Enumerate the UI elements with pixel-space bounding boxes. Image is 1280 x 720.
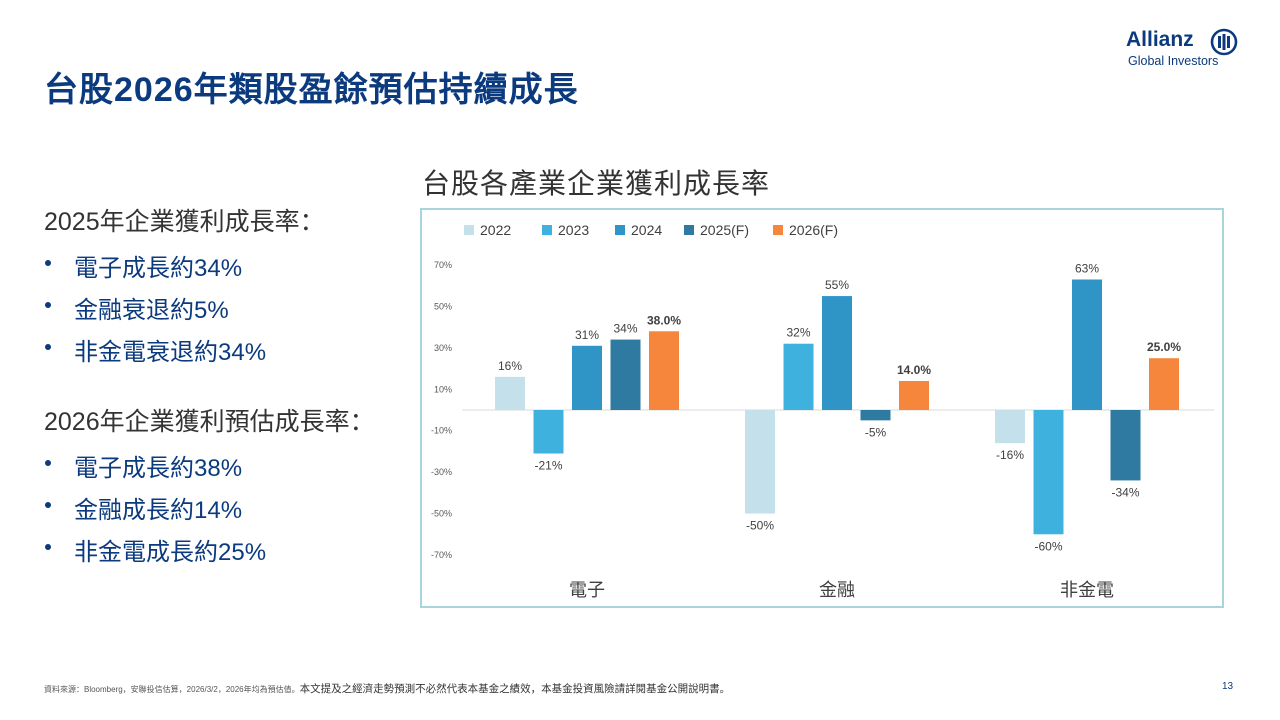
bar-chart: 70% 50% 30% 10% -10% -30% -50% -70% 16% -50% -16% -… [431, 222, 1214, 600]
data-label: 34% [613, 322, 637, 336]
legend-label: 2023 [558, 222, 589, 238]
summary-list-2025: 電子成長約34% 金融衰退約5% 非金電衰退約34% [44, 248, 414, 374]
bar [860, 410, 891, 421]
bar [745, 410, 775, 514]
chart-frame: 70% 50% 30% 10% -10% -30% -50% -70% 16% -50% -16% -… [420, 208, 1224, 608]
list-item: 金融成長約14% [44, 490, 414, 532]
summary-heading-2025: 2025年企業獲利成長率： [44, 208, 325, 236]
footer-disclaimer: 本文提及之經濟走勢預測不必然代表本基金之績效，本基金投資風險請詳閱基金公開說明書… [299, 683, 731, 695]
y-tick-label: 70% [434, 260, 452, 270]
bar [899, 381, 929, 410]
list-item: 金融衰退約5% [44, 290, 414, 332]
data-label: 32% [786, 326, 810, 340]
data-label: 38.0% [647, 313, 681, 327]
list-item: 非金電衰退約34% [44, 332, 414, 374]
allianz-logo: Allianz Global Investors [1126, 26, 1246, 76]
bar [495, 376, 525, 410]
y-tick-label: 50% [434, 301, 452, 311]
logo-subtitle: Global Investors [1128, 54, 1219, 68]
slide-title: 台股2026年類股盈餘預估持續成長 [44, 71, 579, 109]
bar [533, 410, 564, 454]
category-label: 電子 [569, 580, 605, 600]
bar [1072, 279, 1102, 410]
data-label: -21% [534, 459, 562, 473]
bar [649, 331, 679, 410]
data-label: 25.0% [1147, 340, 1181, 354]
legend-swatch [684, 225, 694, 235]
data-label: 55% [825, 278, 849, 292]
data-label: 31% [575, 328, 599, 342]
legend-label: 2026(F) [789, 222, 838, 238]
bar [822, 296, 852, 410]
y-tick-label: 10% [434, 384, 452, 394]
y-tick-label: -30% [431, 467, 452, 477]
bar [1033, 410, 1064, 535]
allianz-eagle-icon [1210, 28, 1238, 56]
category-label: 金融 [819, 580, 855, 600]
legend-label: 2025(F) [700, 222, 749, 238]
legend-swatch [542, 225, 552, 235]
data-label: 14.0% [897, 363, 931, 377]
summary-panel: 2025年企業獲利成長率： 電子成長約34% 金融衰退約5% 非金電衰退約34%… [44, 202, 414, 574]
bar [610, 339, 641, 410]
legend-swatch [773, 225, 783, 235]
summary-list-2026: 電子成長約38% 金融成長約14% 非金電成長約25% [44, 448, 414, 574]
footer-note: 資料來源：Bloomberg，安聯投信估算，2026/3/2，2026年均為預估… [44, 681, 730, 696]
data-label: 16% [498, 359, 522, 373]
bar [783, 343, 814, 410]
legend-swatch [464, 225, 474, 235]
list-item: 電子成長約38% [44, 448, 414, 490]
legend-label: 2022 [480, 222, 511, 238]
data-label: -16% [996, 448, 1024, 462]
bar [1149, 358, 1179, 410]
data-label: 63% [1075, 262, 1099, 276]
summary-group-2025: 2025年企業獲利成長率： 電子成長約34% 金融衰退約5% 非金電衰退約34% [44, 202, 414, 374]
y-tick-label: 30% [434, 343, 452, 353]
list-item: 非金電成長約25% [44, 532, 414, 574]
y-tick-label: -70% [431, 550, 452, 560]
legend-label: 2024 [631, 222, 662, 238]
footer-source: 資料來源：Bloomberg，安聯投信估算，2026/3/2，2026年均為預估… [44, 685, 300, 694]
bar [1110, 410, 1141, 481]
data-label: -60% [1034, 539, 1062, 553]
legend-swatch [615, 225, 625, 235]
list-item: 電子成長約34% [44, 248, 414, 290]
logo-brand: Allianz [1126, 28, 1194, 51]
chart-title: 台股各產業企業獲利成長率 [422, 168, 771, 199]
category-label: 非金電 [1060, 580, 1114, 600]
data-label: -50% [746, 519, 774, 533]
page-number: 13 [1222, 681, 1234, 692]
bar [572, 345, 602, 410]
data-label: -5% [865, 425, 887, 439]
summary-heading-2026: 2026年企業獲利預估成長率： [44, 408, 375, 436]
y-tick-label: -10% [431, 426, 452, 436]
y-tick-label: -50% [431, 509, 452, 519]
summary-group-2026: 2026年企業獲利預估成長率： 電子成長約38% 金融成長約14% 非金電成長約… [44, 402, 414, 574]
data-label: -34% [1111, 485, 1139, 499]
bar [995, 410, 1025, 444]
